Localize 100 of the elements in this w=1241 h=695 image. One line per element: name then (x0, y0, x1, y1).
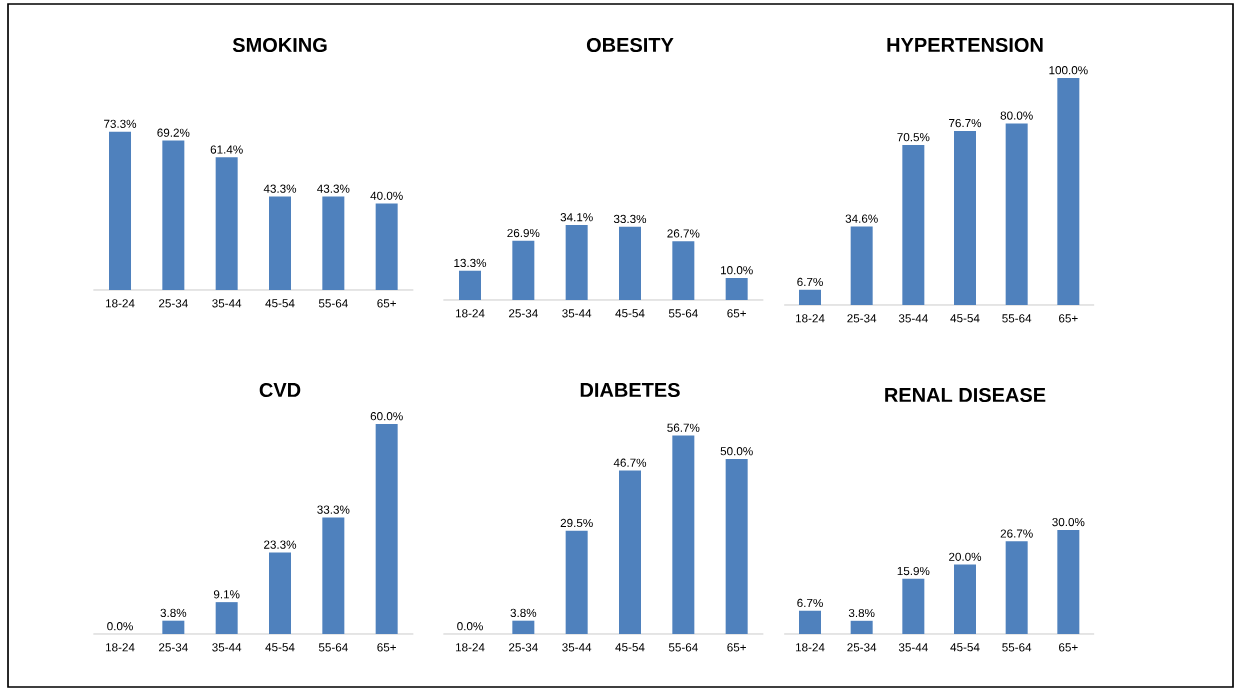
x-tick-label: 45-54 (265, 643, 295, 652)
x-tick-label: 35-44 (212, 643, 242, 652)
bar (799, 289, 821, 305)
data-label: 33.3% (613, 214, 647, 224)
x-tick-label: 35-44 (212, 299, 242, 308)
data-label: 56.7% (667, 423, 700, 432)
bar (269, 196, 292, 290)
data-label: 40.0% (370, 191, 403, 200)
x-tick-label: 45-54 (950, 314, 980, 323)
data-label: 60.0% (370, 412, 403, 421)
bar (322, 196, 345, 290)
x-tick-label: 45-54 (950, 643, 980, 652)
x-tick-label: 65+ (377, 643, 396, 652)
x-tick-label: 55-64 (668, 643, 698, 652)
bar (322, 517, 345, 634)
data-label: 69.2% (157, 128, 190, 137)
x-tick-label: 35-44 (562, 309, 592, 318)
bar (459, 270, 482, 300)
chart-title: RENAL DISEASE (885, 387, 1046, 403)
data-label: 26.7% (1000, 529, 1033, 538)
x-tick-label: 35-44 (898, 643, 928, 652)
data-label: 3.8% (848, 608, 875, 618)
bar (512, 240, 535, 300)
x-tick-label: 25-34 (159, 299, 188, 308)
x-tick-label: 18-24 (105, 643, 135, 652)
x-tick-label: 65+ (1059, 643, 1078, 652)
data-label: 3.8% (510, 608, 537, 618)
x-tick-label: 18-24 (105, 299, 135, 308)
x-tick-label: 25-34 (847, 314, 877, 323)
data-label: 29.5% (560, 518, 593, 528)
data-label: 26.9% (507, 228, 540, 238)
bar (902, 578, 925, 634)
data-label: 0.0% (457, 622, 483, 631)
bar (799, 610, 821, 634)
x-tick-label: 25-34 (508, 643, 538, 652)
x-tick-label: 18-24 (795, 643, 825, 652)
bar (375, 203, 398, 290)
data-label: 76.7% (949, 118, 982, 128)
x-tick-label: 18-24 (455, 309, 485, 318)
x-tick-label: 25-34 (159, 643, 188, 652)
x-tick-label: 18-24 (795, 314, 825, 323)
data-label: 100.0% (1049, 66, 1088, 75)
data-label: 43.3% (317, 184, 350, 193)
bar (850, 226, 873, 305)
chart-title: DIABETES (580, 382, 680, 398)
x-tick-label: 55-64 (668, 309, 698, 318)
bar (565, 530, 588, 634)
data-label: 30.0% (1052, 517, 1085, 527)
bar (619, 470, 641, 634)
bar (672, 241, 695, 300)
bar (1005, 541, 1028, 634)
chart-title: HYPERTENSION (887, 37, 1043, 53)
x-tick-label: 65+ (1059, 314, 1078, 323)
data-label: 33.3% (317, 505, 350, 514)
data-label: 13.3% (454, 258, 487, 268)
data-label: 70.5% (897, 133, 930, 142)
data-label: 10.0% (721, 266, 753, 275)
x-tick-label: 25-34 (847, 643, 877, 652)
data-label: 6.7% (797, 598, 823, 608)
x-tick-label: 55-64 (318, 299, 348, 308)
chart-title: OBESITY (586, 37, 674, 53)
bar (954, 564, 976, 634)
data-label: 15.9% (897, 566, 930, 576)
data-label: 46.7% (613, 458, 647, 467)
bar (725, 458, 748, 634)
bar (565, 224, 588, 300)
bar (512, 620, 535, 634)
bar (725, 277, 748, 300)
x-tick-label: 35-44 (898, 314, 928, 323)
x-tick-label: 65+ (727, 309, 746, 318)
x-tick-label: 18-24 (455, 643, 485, 652)
bar (215, 157, 238, 290)
bar (375, 424, 398, 634)
data-label: 0.0% (107, 622, 133, 631)
bar (1005, 123, 1028, 305)
bar (902, 144, 925, 305)
x-tick-label: 45-54 (265, 299, 295, 308)
data-label: 61.4% (210, 145, 243, 154)
data-label: 20.0% (949, 552, 982, 561)
x-tick-label: 65+ (727, 643, 746, 652)
data-label: 34.6% (845, 214, 878, 223)
data-label: 73.3% (104, 119, 137, 128)
bar (1057, 529, 1080, 634)
data-label: 34.1% (560, 213, 593, 222)
data-label: 23.3% (264, 540, 297, 549)
bar (619, 226, 641, 300)
bar (109, 131, 132, 290)
data-label: 6.7% (797, 277, 823, 287)
x-tick-label: 55-64 (1002, 643, 1032, 652)
bar (1057, 77, 1080, 305)
bar (162, 620, 185, 634)
data-label: 9.1% (213, 590, 240, 599)
chart-title: CVD (259, 382, 301, 398)
bar (850, 620, 873, 634)
data-label: 80.0% (1000, 111, 1033, 120)
chart-title: SMOKING (232, 37, 327, 53)
x-tick-label: 35-44 (562, 643, 592, 652)
bar (269, 552, 292, 634)
x-tick-label: 65+ (377, 299, 396, 308)
x-tick-label: 45-54 (615, 309, 645, 318)
